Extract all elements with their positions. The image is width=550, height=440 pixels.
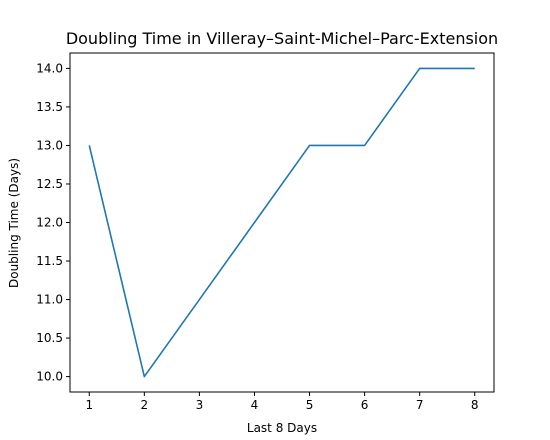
- x-tick-label: 5: [306, 398, 314, 412]
- y-axis-label: Doubling Time (Days): [7, 158, 21, 288]
- series-line: [88, 67, 475, 378]
- x-axis-label: Last 8 Days: [247, 421, 317, 435]
- y-tick-label: 12.0: [36, 216, 63, 230]
- plot-area: 1 2 3 4 5 6 7 8 10.0 10.5 11.0 11.5 12.0 12.5 13.0 13.5…: [36, 52, 495, 412]
- x-tick-label: 1: [85, 398, 93, 412]
- y-tick-label: 14.0: [36, 61, 63, 75]
- x-tick-label: 2: [141, 398, 149, 412]
- x-tick-label: 8: [471, 398, 479, 412]
- chart-title: Doubling Time in Villeray–Saint-Michel–P…: [66, 29, 498, 48]
- y-tick-label: 12.5: [36, 177, 63, 191]
- y-tick-label: 10.0: [36, 370, 63, 384]
- x-tick-label: 3: [196, 398, 204, 412]
- y-tick-label: 13.0: [36, 138, 63, 152]
- x-tick-label: 6: [361, 398, 369, 412]
- y-tick-label: 11.0: [36, 293, 63, 307]
- x-tick-label: 7: [416, 398, 424, 412]
- y-tick-label: 10.5: [36, 331, 63, 345]
- y-tick-label: 11.5: [36, 254, 63, 268]
- plot-frame: [69, 52, 495, 393]
- y-tick-label: 13.5: [36, 100, 63, 114]
- x-tick-label: 4: [251, 398, 259, 412]
